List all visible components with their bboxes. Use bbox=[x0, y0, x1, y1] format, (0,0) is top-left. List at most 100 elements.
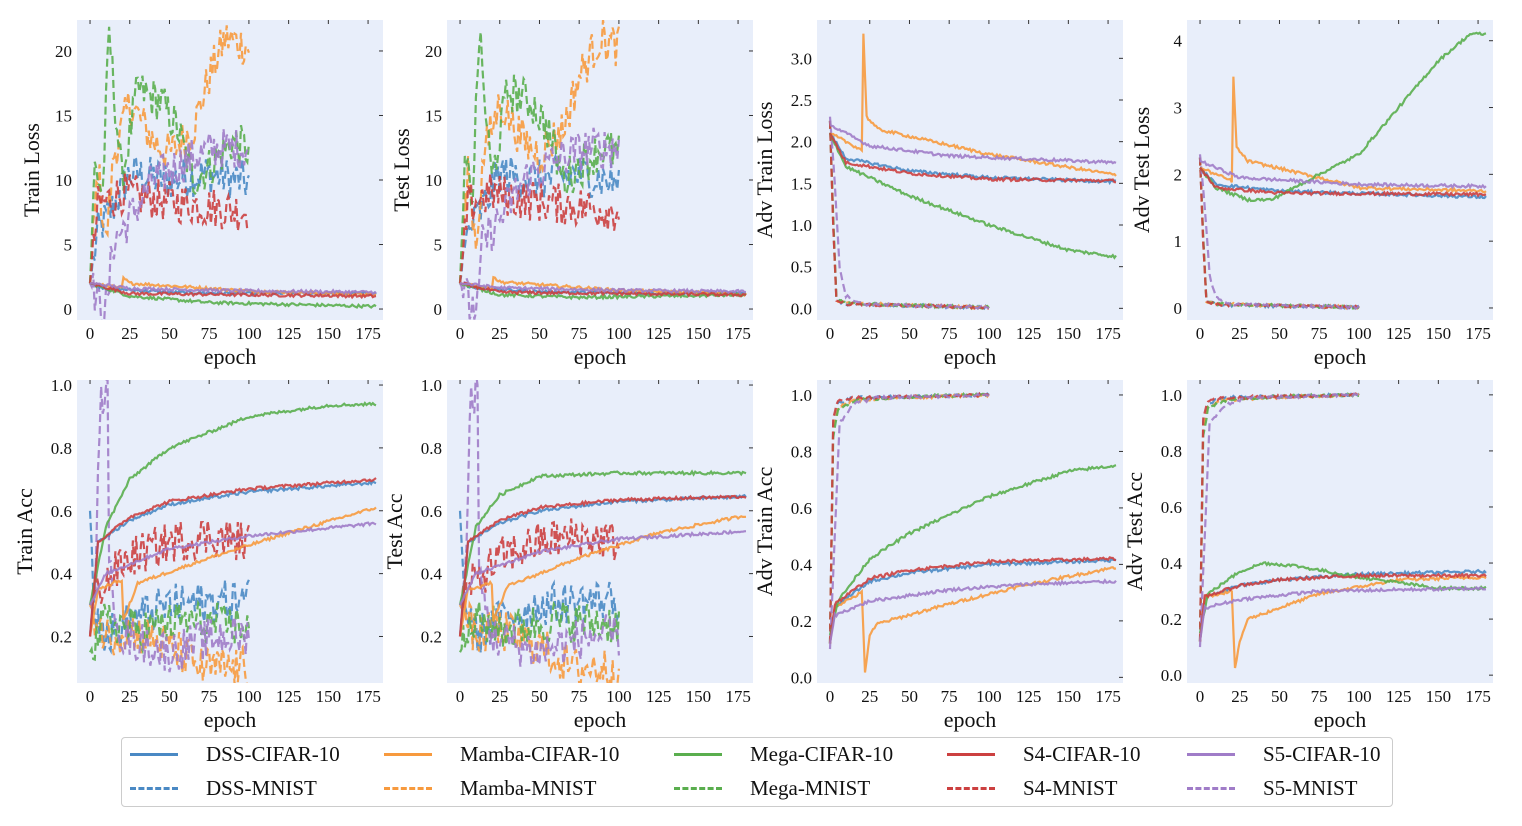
series-line-mamba-cifar-10 bbox=[829, 33, 1117, 177]
legend-label: S5-MNIST bbox=[1263, 776, 1358, 800]
y-axis-label: Adv Train Acc bbox=[752, 466, 777, 596]
series-line-mamba-mnist bbox=[89, 604, 248, 683]
series-line-s5-cifar-10 bbox=[459, 282, 747, 295]
series-line-mega-cifar-10 bbox=[829, 132, 1117, 260]
y-tick-label: 0.8 bbox=[51, 439, 72, 458]
legend-swatch bbox=[384, 787, 432, 790]
y-tick-label: 0 bbox=[1174, 299, 1183, 318]
x-tick-label: 175 bbox=[1465, 687, 1491, 706]
x-axis-label: epoch bbox=[1314, 344, 1367, 369]
y-axis-label: Adv Train Loss bbox=[752, 102, 777, 239]
y-tick-label: 0.4 bbox=[51, 565, 73, 584]
x-axis-label: epoch bbox=[204, 344, 257, 369]
series-line-dss-cifar-10 bbox=[1199, 166, 1487, 200]
series-line-mega-cifar-10 bbox=[89, 282, 377, 309]
x-tick-label: 125 bbox=[276, 687, 302, 706]
plot-area bbox=[817, 380, 1123, 683]
x-tick-label: 25 bbox=[491, 687, 508, 706]
y-tick-label: 1 bbox=[1174, 232, 1183, 251]
y-axis-label: Train Loss bbox=[19, 123, 44, 217]
x-tick-label: 25 bbox=[121, 687, 138, 706]
legend-label: Mamba-MNIST bbox=[460, 776, 597, 800]
plot-area bbox=[447, 20, 753, 320]
y-tick-label: 0.2 bbox=[421, 627, 442, 646]
x-tick-label: 125 bbox=[1386, 687, 1412, 706]
x-tick-label: 75 bbox=[201, 324, 218, 343]
series-line-s4-cifar-10 bbox=[828, 556, 1117, 644]
x-tick-label: 125 bbox=[276, 324, 302, 343]
x-tick-label: 0 bbox=[86, 687, 95, 706]
y-tick-label: 0.6 bbox=[791, 499, 812, 518]
y-tick-label: 1.0 bbox=[421, 376, 442, 395]
legend-label: DSS-CIFAR-10 bbox=[206, 742, 340, 766]
x-tick-label: 50 bbox=[901, 687, 918, 706]
x-tick-label: 150 bbox=[1056, 687, 1082, 706]
x-tick-label: 75 bbox=[571, 687, 588, 706]
series-line-s5-mnist bbox=[88, 380, 250, 673]
series-line-mega-mnist bbox=[828, 392, 990, 644]
series-line-s4-mnist bbox=[459, 518, 620, 609]
x-tick-label: 75 bbox=[941, 687, 958, 706]
x-tick-label: 25 bbox=[1231, 687, 1248, 706]
y-tick-label: 1.0 bbox=[791, 386, 812, 405]
y-tick-label: 20 bbox=[425, 42, 442, 61]
series-line-mega-mnist bbox=[89, 599, 250, 662]
legend-item-s5-mnist: S5-MNIST bbox=[1187, 776, 1358, 801]
y-tick-label: 2.0 bbox=[791, 133, 812, 152]
x-tick-label: 100 bbox=[976, 687, 1002, 706]
x-tick-label: 0 bbox=[1196, 324, 1205, 343]
y-axis-label: Test Acc bbox=[382, 493, 407, 569]
x-tick-label: 75 bbox=[201, 687, 218, 706]
y-tick-label: 0.8 bbox=[421, 439, 442, 458]
x-tick-label: 175 bbox=[1095, 324, 1121, 343]
series-line-mega-cifar-10 bbox=[828, 464, 1117, 636]
x-tick-label: 100 bbox=[1346, 687, 1372, 706]
x-tick-label: 0 bbox=[826, 687, 835, 706]
x-tick-label: 50 bbox=[531, 687, 548, 706]
y-tick-label: 5 bbox=[434, 236, 443, 255]
legend-swatch bbox=[674, 787, 722, 790]
legend-item-dss-cifar-10: DSS-CIFAR-10 bbox=[130, 742, 340, 767]
x-tick-label: 175 bbox=[1095, 687, 1121, 706]
x-tick-label: 25 bbox=[491, 324, 508, 343]
legend-label: S4-MNIST bbox=[1023, 776, 1118, 800]
x-tick-label: 125 bbox=[646, 687, 672, 706]
series-line-mega-cifar-10 bbox=[1199, 31, 1487, 203]
x-tick-label: 100 bbox=[236, 687, 262, 706]
y-tick-label: 3.0 bbox=[791, 49, 812, 68]
series-line-s4-cifar-10 bbox=[1199, 167, 1487, 198]
x-axis-label: epoch bbox=[1314, 707, 1367, 732]
legend-swatch bbox=[1187, 753, 1235, 756]
legend: DSS-CIFAR-10 Mamba-CIFAR-10 Mega-CIFAR-10 S… bbox=[121, 737, 1393, 807]
subplot-adv-test-loss: 0 25 50 75 100 125 150 175 0 1 2 3 4 epoch Adv Test Lo… bbox=[1129, 20, 1493, 369]
x-tick-label: 0 bbox=[456, 687, 465, 706]
x-tick-label: 50 bbox=[1271, 687, 1288, 706]
x-tick-label: 100 bbox=[606, 687, 632, 706]
legend-swatch bbox=[674, 753, 722, 756]
x-tick-label: 100 bbox=[236, 324, 262, 343]
legend-label: Mega-MNIST bbox=[750, 776, 871, 800]
series-line-s4-cifar-10 bbox=[458, 494, 747, 637]
y-tick-label: 2 bbox=[1174, 165, 1183, 184]
series-line-s5-mnist bbox=[828, 116, 990, 311]
x-tick-label: 50 bbox=[901, 324, 918, 343]
subplot-train-loss: 0 25 50 75 100 125 150 175 0 5 10 15 20 epoch Train Lo… bbox=[19, 20, 383, 369]
subplot-test-acc: 0 25 50 75 100 125 150 175 0.2 0.4 0.6 0.8 1.0 epoch T… bbox=[382, 376, 753, 732]
subplot-test-loss: 0 25 50 75 100 125 150 175 0 5 10 15 20 epoch Test Los… bbox=[389, 20, 753, 369]
y-tick-label: 0.6 bbox=[51, 502, 72, 521]
x-tick-label: 175 bbox=[725, 324, 751, 343]
y-axis-label: Test Loss bbox=[389, 128, 414, 211]
series-line-s5-cifar-10 bbox=[1198, 585, 1487, 642]
y-axis-label: Adv Test Acc bbox=[1122, 472, 1147, 591]
x-tick-label: 175 bbox=[355, 324, 381, 343]
x-tick-label: 0 bbox=[1196, 687, 1205, 706]
series-line-s4-cifar-10 bbox=[1198, 572, 1487, 642]
x-tick-label: 175 bbox=[1465, 324, 1491, 343]
x-tick-label: 75 bbox=[1311, 687, 1328, 706]
x-tick-label: 125 bbox=[1016, 324, 1042, 343]
series-line-s5-cifar-10 bbox=[828, 578, 1117, 644]
series-line-s5-cifar-10 bbox=[89, 521, 377, 606]
x-axis-label: epoch bbox=[574, 707, 627, 732]
series-line-s5-mnist bbox=[458, 380, 620, 668]
series-line-s5-mnist bbox=[1198, 154, 1360, 311]
